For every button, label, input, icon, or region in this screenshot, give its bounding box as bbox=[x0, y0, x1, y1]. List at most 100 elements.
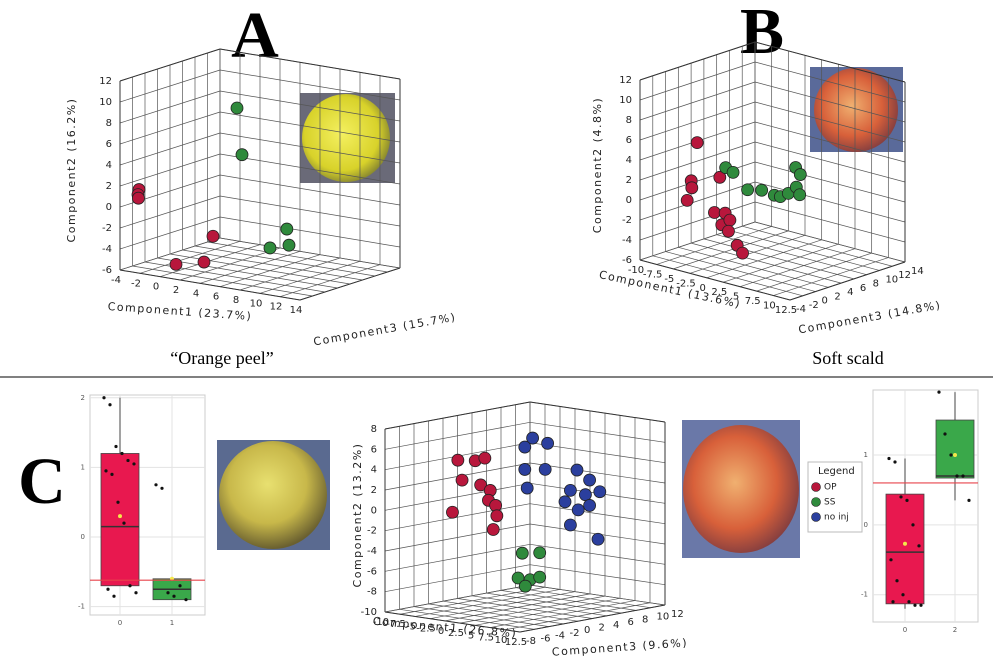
point bbox=[899, 495, 902, 498]
box bbox=[886, 494, 924, 604]
box bbox=[936, 420, 974, 478]
y-tick-label: 1 bbox=[864, 451, 868, 459]
y-tick-label: 2 bbox=[106, 181, 112, 192]
apple-photo bbox=[217, 440, 330, 550]
x-tick-label: 2 bbox=[953, 626, 957, 634]
panel-label: A bbox=[231, 0, 279, 72]
legend-swatch bbox=[812, 483, 821, 492]
point bbox=[112, 595, 115, 598]
mean bbox=[903, 542, 907, 546]
point bbox=[114, 445, 117, 448]
point bbox=[907, 600, 910, 603]
point bbox=[724, 214, 736, 226]
x-tick-label: 10 bbox=[250, 298, 263, 309]
y-tick-label: 1 bbox=[81, 463, 85, 471]
point bbox=[283, 239, 295, 251]
point bbox=[584, 499, 596, 511]
y-tick-label: 6 bbox=[626, 135, 632, 146]
point bbox=[479, 452, 491, 464]
x-tick-label: 0 bbox=[903, 626, 907, 634]
point bbox=[889, 558, 892, 561]
y-axis-label: Component2 (16.2%) bbox=[65, 98, 78, 243]
x-tick-label: 4 bbox=[193, 288, 199, 299]
apple-photo bbox=[810, 67, 903, 152]
x-tick-label: 7.5 bbox=[745, 296, 761, 307]
x-tick-label: 14 bbox=[290, 305, 303, 316]
legend-label: SS bbox=[824, 498, 836, 508]
point bbox=[491, 510, 503, 522]
y-tick-label: 4 bbox=[371, 465, 377, 476]
y-tick-label: 0 bbox=[626, 195, 632, 206]
z-tick-label: 2 bbox=[599, 623, 605, 634]
x-tick-label: 0 bbox=[153, 282, 159, 293]
y-tick-label: -2 bbox=[367, 526, 377, 537]
point bbox=[887, 457, 890, 460]
z-tick-label: 6 bbox=[628, 617, 634, 628]
point bbox=[122, 522, 125, 525]
point bbox=[794, 189, 806, 201]
point bbox=[207, 230, 219, 242]
z-tick-label: 4 bbox=[847, 287, 853, 298]
z-tick-label: 14 bbox=[911, 266, 924, 277]
y-tick-label: -4 bbox=[622, 235, 632, 246]
point bbox=[961, 474, 964, 477]
z-tick-label: 10 bbox=[885, 274, 898, 285]
z-tick-label: 8 bbox=[642, 614, 648, 625]
x-tick-label: 2 bbox=[173, 285, 179, 296]
point bbox=[134, 591, 137, 594]
point bbox=[452, 454, 464, 466]
point bbox=[231, 102, 243, 114]
point bbox=[236, 149, 248, 161]
point bbox=[594, 486, 606, 498]
point bbox=[722, 225, 734, 237]
point bbox=[564, 484, 576, 496]
point bbox=[104, 469, 107, 472]
z-tick-label: -4 bbox=[796, 304, 806, 315]
y-tick-label: -4 bbox=[102, 244, 112, 255]
y-tick-label: 8 bbox=[626, 115, 632, 126]
point bbox=[895, 579, 898, 582]
point bbox=[110, 473, 113, 476]
figure: A B C “Orange peel” Soft scald -4-202468… bbox=[0, 0, 993, 658]
y-tick-label: -1 bbox=[861, 591, 868, 599]
point bbox=[170, 258, 182, 270]
legend-label: no inj bbox=[824, 513, 849, 523]
z-tick-label: -2 bbox=[809, 300, 819, 311]
point bbox=[160, 487, 163, 490]
point bbox=[198, 256, 210, 268]
z-tick-label: 4 bbox=[613, 620, 619, 631]
point bbox=[108, 403, 111, 406]
point bbox=[943, 432, 946, 435]
y-tick-label: 8 bbox=[106, 118, 112, 129]
y-tick-label: 6 bbox=[106, 139, 112, 150]
z-tick-label: -2 bbox=[570, 628, 580, 639]
point bbox=[681, 194, 693, 206]
point bbox=[686, 182, 698, 194]
z-tick-label: 8 bbox=[873, 279, 879, 290]
point bbox=[756, 184, 768, 196]
box bbox=[101, 453, 139, 585]
point bbox=[102, 396, 105, 399]
point bbox=[534, 547, 546, 559]
y-tick-label: 2 bbox=[81, 394, 85, 402]
point bbox=[116, 501, 119, 504]
point bbox=[521, 482, 533, 494]
point bbox=[917, 544, 920, 547]
y-axis-label: Component2 (4.8%) bbox=[591, 97, 604, 233]
mean bbox=[953, 453, 957, 457]
point bbox=[911, 523, 914, 526]
point bbox=[154, 483, 157, 486]
legend-swatch bbox=[812, 513, 821, 522]
y-tick-label: 0 bbox=[81, 533, 85, 541]
x-tick-label: 1 bbox=[170, 619, 174, 627]
point bbox=[539, 463, 551, 475]
x-tick-label: -2 bbox=[131, 278, 141, 289]
point bbox=[178, 584, 181, 587]
point bbox=[446, 506, 458, 518]
y-tick-label: -6 bbox=[622, 255, 632, 266]
point bbox=[120, 452, 123, 455]
y-tick-label: 10 bbox=[99, 97, 112, 108]
caption: “Orange peel” bbox=[170, 348, 273, 368]
z-tick-label: -8 bbox=[526, 636, 536, 647]
point bbox=[456, 474, 468, 486]
